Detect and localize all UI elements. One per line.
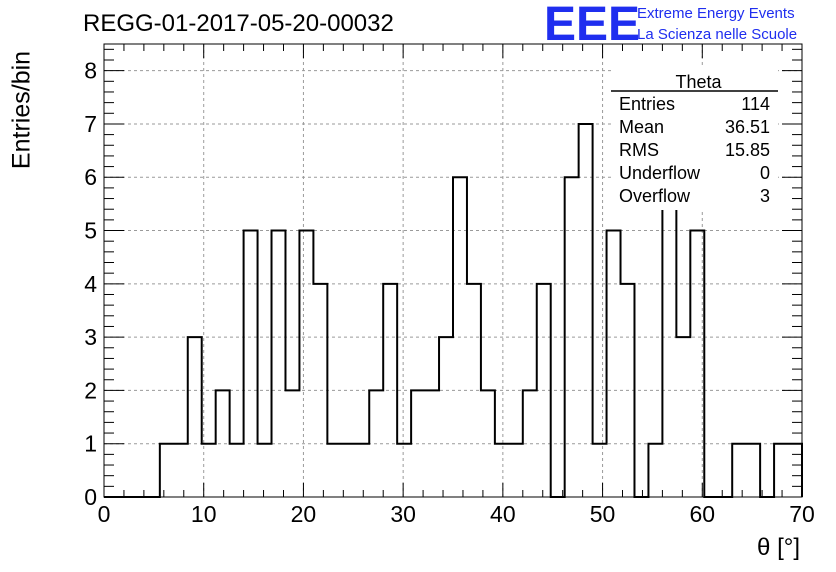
stats-row-label: RMS [619, 140, 659, 160]
histogram-bin [258, 444, 272, 497]
histogram-bin [327, 444, 341, 497]
x-tick-label: 20 [291, 501, 317, 527]
histogram-bin [285, 390, 299, 497]
y-tick-label: 5 [84, 218, 97, 244]
histogram-bin [746, 444, 760, 497]
histogram-bin [383, 284, 397, 497]
x-tick-label: 70 [789, 501, 815, 527]
histogram-bin [607, 231, 621, 497]
histogram-bin [160, 444, 174, 497]
y-tick-label: 7 [84, 111, 97, 137]
histogram-bin [537, 284, 551, 497]
histogram-bin [495, 444, 509, 497]
plot-title: REGG-01-2017-05-20-00032 [83, 10, 394, 38]
histogram-bin [244, 231, 258, 497]
stats-row-label: Underflow [619, 163, 701, 183]
histogram-bin [188, 337, 202, 497]
stats-row-label: Entries [619, 94, 675, 114]
x-tick-label: 50 [590, 501, 616, 527]
histogram-bin [732, 444, 746, 497]
y-tick-label: 0 [84, 484, 97, 510]
y-tick-label: 2 [84, 377, 97, 403]
stats-row-value: 36.51 [725, 117, 770, 137]
eee-logo-line2: La Scienza nelle Scuole [637, 24, 797, 45]
histogram-bin [439, 337, 453, 497]
histogram-bin [467, 284, 481, 497]
y-tick-label: 3 [84, 324, 97, 350]
histogram-bin [523, 390, 537, 497]
stats-row-label: Overflow [619, 186, 691, 206]
stats-row-value: 114 [741, 94, 770, 114]
histogram-bin [593, 444, 607, 497]
histogram-bin [397, 444, 411, 497]
stats-row-value: 15.85 [725, 140, 770, 160]
eee-logo-line1: Extreme Energy Events [637, 3, 797, 24]
x-axis-label: θ [°] [757, 534, 800, 562]
histogram-bin [355, 444, 369, 497]
stats-row-label: Mean [619, 117, 664, 137]
histogram-bin [313, 284, 327, 497]
histogram-bin [411, 390, 425, 497]
histogram-bin [648, 444, 662, 497]
histogram-bin [676, 337, 690, 497]
histogram-bin [272, 231, 286, 497]
y-tick-label: 8 [84, 58, 97, 84]
y-tick-label: 4 [84, 271, 97, 297]
histogram-bin [174, 444, 188, 497]
x-tick-label: 10 [191, 501, 217, 527]
stats-row-value: 0 [760, 163, 770, 183]
x-tick-label: 40 [490, 501, 516, 527]
y-tick-label: 1 [84, 431, 97, 457]
histogram-bin [509, 444, 523, 497]
histogram-bin [481, 390, 495, 497]
stats-title: Theta [675, 72, 722, 92]
x-tick-label: 30 [390, 501, 416, 527]
stats-row-value: 3 [760, 186, 770, 206]
histogram-bin [774, 444, 788, 497]
histogram-bin [690, 231, 704, 497]
histogram-bin [621, 284, 635, 497]
histogram-bin [579, 124, 593, 497]
histogram-bin [341, 444, 355, 497]
histogram-bin [369, 390, 383, 497]
histogram-bin [299, 231, 313, 497]
histogram-bin [216, 390, 230, 497]
histogram-bin [230, 444, 244, 497]
histogram-bin [453, 177, 467, 497]
y-axis-label: Entries/bin [8, 51, 37, 169]
y-tick-label: 6 [84, 164, 97, 190]
x-tick-label: 0 [98, 501, 111, 527]
eee-logo-icon: EEE [544, 1, 640, 49]
histogram-bin [425, 390, 439, 497]
eee-logo-caption: Extreme Energy Events La Scienza nelle S… [637, 3, 797, 45]
histogram-bin [565, 177, 579, 497]
histogram-bin [788, 444, 802, 497]
x-tick-label: 60 [689, 501, 715, 527]
